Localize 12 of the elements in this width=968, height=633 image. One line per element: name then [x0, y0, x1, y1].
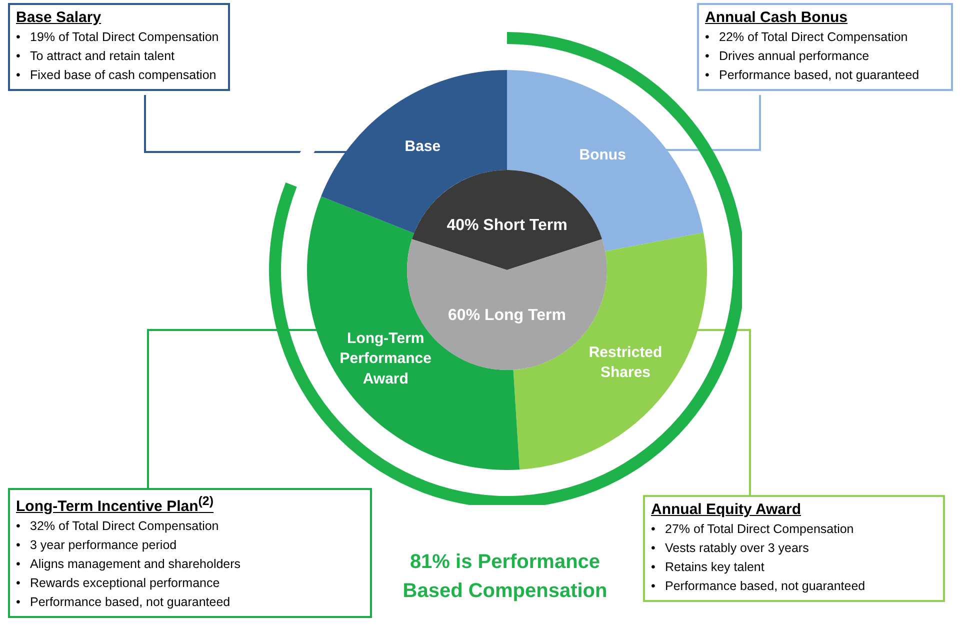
- slice-label: Long-Term Performance Award: [340, 329, 432, 387]
- text: 81% is Performance Based Compensation: [402, 550, 608, 604]
- slice-label: Base: [404, 137, 441, 154]
- slice-label: 40% Short Term: [446, 216, 568, 234]
- slice-label: 60% Long Term: [448, 306, 566, 324]
- text: Annual Equity Award • 27% of Total Direct Compensation • Vests ratably over 3 years • Retains key talent • Performance based, not guaranteed: [651, 501, 866, 593]
- pie-slice: [412, 170, 602, 270]
- text: Annual Cash Bonus • 22% of Total Direct Compensation • Drives annual performance • Performance based, not guaranteed: [705, 9, 920, 84]
- text: Base Salary • 19% of Total Direct Compensation • To attract and retain talent • Fixed base of cash compensation: [16, 9, 220, 84]
- text: Long-Term Incentive Plan$^{(2)}$ • 32% of Total Direct Compensation • 3 year performance period • Aligns management and shareholders • Rewards exceptional performance • Performance based, not guaranteed: [16, 494, 241, 609]
- slice-label: Bonus: [579, 146, 626, 163]
- slice-label: Restricted Shares: [588, 343, 662, 381]
